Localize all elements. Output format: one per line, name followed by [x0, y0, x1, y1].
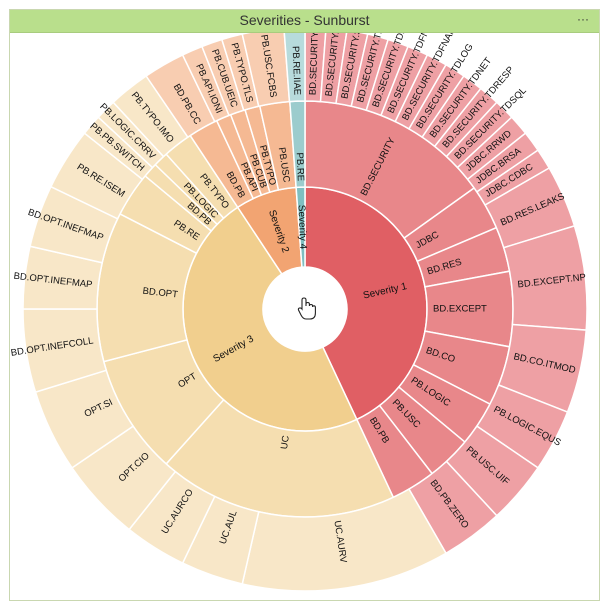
segment-label-severity-4: Severity 4: [296, 205, 309, 250]
panel-title: Severities - Sunburst: [239, 12, 370, 28]
panel-menu-button[interactable]: ···: [577, 12, 589, 26]
segment-label-bd-security-tdx: BD.SECURITY.TDX: [308, 33, 322, 95]
segment-label-pb-usc: PB.USC: [276, 147, 292, 184]
hand-cursor-icon: [297, 297, 316, 320]
segment-label-bd-opt: BD.OPT: [142, 286, 179, 301]
segment-label-bd-except: BD.EXCEPT: [433, 304, 487, 315]
segment-label-pb-re-iiae: PB.RE.IIAE: [290, 46, 303, 95]
segment-pb-re-iiae[interactable]: [283, 33, 306, 103]
segment-label-pb-re: PB.RE: [294, 152, 306, 181]
ring-2: BD.SECURITYJDBCBD.RESBD.EXCEPTBD.COPB.LO…: [96, 100, 514, 518]
ring-3: BD.SECURITY.TDX BD.SECURITY.TDXBD.SECURIT…: [10, 33, 588, 592]
panel-titlebar: Severities - Sunburst ···: [10, 10, 599, 33]
segment-label-uc: UC: [279, 435, 292, 450]
sunburst-panel: Severities - Sunburst ··· Severity 1 Seve…: [9, 9, 600, 601]
